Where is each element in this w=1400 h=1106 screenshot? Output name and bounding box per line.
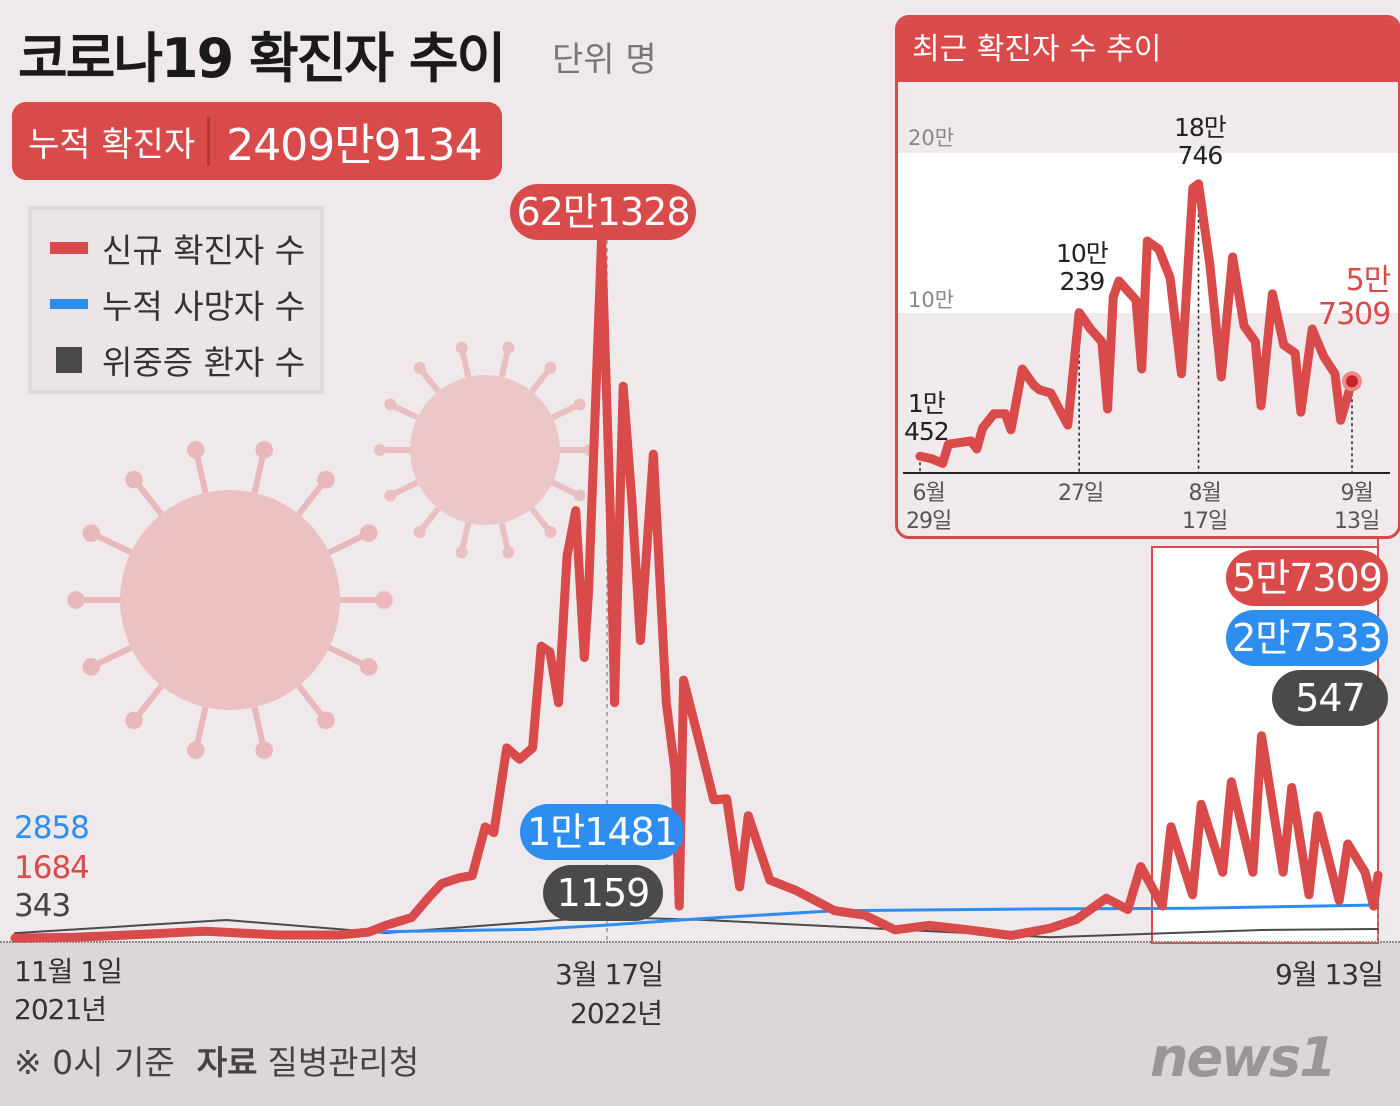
label-line: 452 <box>904 417 950 446</box>
inset-end-marker <box>1346 375 1358 388</box>
source-label: 자료 <box>196 1043 258 1082</box>
label-line: 5만 <box>1345 263 1392 298</box>
footer: ※ 0시 기준 자료 질병관리청 <box>14 1036 419 1084</box>
peak-critical-pill: 1159 <box>543 865 663 921</box>
inset-label-peak: 18만 746 <box>1174 113 1227 170</box>
legend: 신규 확진자 수 누적 사망자 수 위중증 환자 수 <box>28 206 324 394</box>
series-line-2 <box>14 915 1379 939</box>
label-line: 9월 <box>1340 481 1373 506</box>
unit-label: 단위 명 <box>552 40 657 80</box>
inset-label-start: 1만 452 <box>904 389 950 446</box>
inset-ytick-100k: 10만 <box>908 288 955 312</box>
label-line: 7309 <box>1318 297 1391 332</box>
label-line: 27일 <box>1058 481 1104 506</box>
cumulative-cases-value: 2409만9134 <box>226 120 482 171</box>
peak-deaths-pill: 1만1481 <box>520 804 684 860</box>
x-tick-start-date: 11월 1일 <box>14 955 123 988</box>
end-deaths-pill: 2만7533 <box>1226 610 1388 666</box>
inset-plot <box>898 153 1398 474</box>
label-line: 18만 <box>1174 113 1227 142</box>
virus-illustration <box>67 341 596 759</box>
inset-title: 최근 확진자 수 추이 <box>898 18 1398 82</box>
axis-band <box>0 943 1400 1106</box>
inset-xtick-aug17: 8월 17일 <box>1182 480 1228 536</box>
start-cases-label: 1684 <box>14 850 90 886</box>
inset-label-end: 5만 7309 <box>1318 263 1392 332</box>
cumulative-cases-label: 누적 확진자 <box>12 116 211 166</box>
label-line: 10만 <box>1056 239 1109 268</box>
end-critical-pill: 547 <box>1272 670 1388 726</box>
label-line: 239 <box>1059 267 1106 296</box>
inset-xtick-sep13: 9월 13일 <box>1334 480 1380 536</box>
virus-icon <box>67 441 393 759</box>
source: 질병관리청 <box>267 1043 420 1082</box>
news1-logo: news1 <box>1150 1026 1337 1089</box>
inset-xtick-jun29: 6월 29일 <box>906 480 952 536</box>
legend-item-deaths: 누적 사망자 수 <box>50 280 305 328</box>
label-line: 13일 <box>1334 509 1380 534</box>
start-deaths-label: 2858 <box>14 810 90 846</box>
label-line: 29일 <box>906 509 952 534</box>
label-line: 746 <box>1177 141 1224 170</box>
label-line: 17일 <box>1182 509 1228 534</box>
end-cases-pill: 5만7309 <box>1226 550 1388 606</box>
legend-swatch-red <box>50 242 88 254</box>
series-line-0 <box>10 233 1383 943</box>
peak-cases-pill: 62만1328 <box>510 184 696 240</box>
x-tick-mid-date: 3월 17일 <box>555 958 664 991</box>
inset-series-line <box>915 179 1357 468</box>
inset-xtick-jul27: 27일 <box>1058 480 1104 508</box>
inset-chart: 최근 확진자 수 추이 20만 10만 1만 452 10만 239 18만 746 … <box>895 15 1400 539</box>
x-tick-mid-year: 2022년 <box>570 997 663 1030</box>
x-tick-end-date: 9월 13일 <box>1275 958 1384 991</box>
x-tick-start-year: 2021년 <box>14 993 107 1026</box>
inset-ytick-200k: 20만 <box>908 126 955 150</box>
label-line: 8월 <box>1188 481 1221 506</box>
label-line: 1만 <box>907 389 946 418</box>
legend-item-new-cases: 신규 확진자 수 <box>50 224 305 272</box>
cumulative-cases-box: 누적 확진자 2409만9134 <box>12 102 502 180</box>
footer-note: ※ 0시 기준 <box>14 1043 175 1082</box>
legend-item-critical: 위중증 환자 수 <box>50 336 305 384</box>
legend-label: 누적 사망자 수 <box>102 287 306 326</box>
legend-label: 신규 확진자 수 <box>102 231 306 270</box>
page-title: 코로나19 확진자 추이 <box>18 27 506 90</box>
virus-icon <box>374 341 596 559</box>
start-critical-label: 343 <box>14 888 71 924</box>
legend-swatch-blue <box>50 299 88 309</box>
legend-swatch-gray <box>56 347 82 373</box>
legend-label: 위중증 환자 수 <box>102 343 306 382</box>
label-line: 6월 <box>912 481 945 506</box>
inset-label-jul27: 10만 239 <box>1056 239 1109 296</box>
